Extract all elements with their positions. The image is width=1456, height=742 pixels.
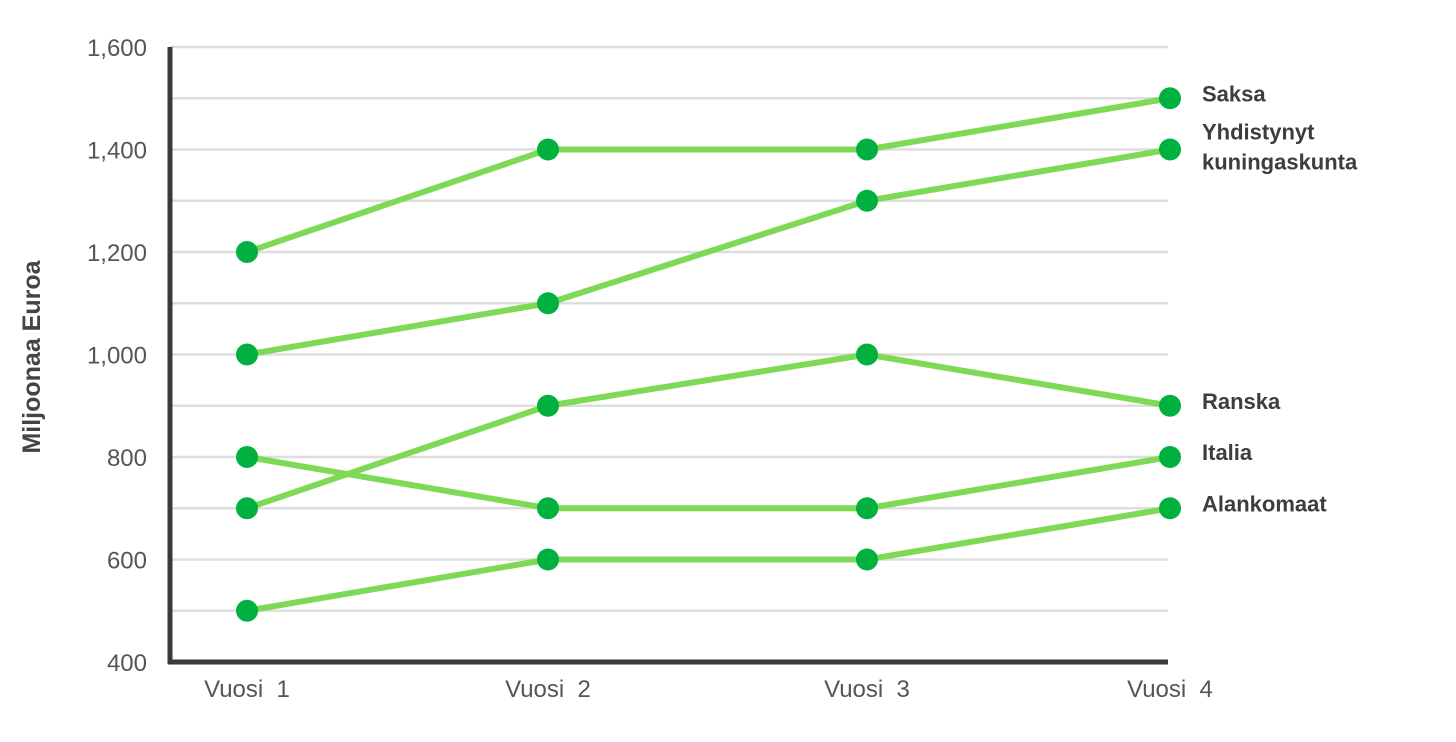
series-label-ranska: Ranska <box>1202 389 1281 414</box>
x-tick-label: Vuosi 2 <box>505 676 591 703</box>
data-point-saksa <box>1159 87 1181 110</box>
y-tick-label: 1,000 <box>87 343 147 370</box>
series-label-alankomaat: Alankomaat <box>1202 491 1327 516</box>
y-tick-label: 1,400 <box>87 138 147 165</box>
x-tick-label: Vuosi 4 <box>1127 676 1213 703</box>
series-italia <box>236 446 1181 520</box>
data-point-ranska <box>537 394 559 417</box>
series-line-yhdistynyt-kuningaskunta <box>244 146 1173 358</box>
series-labels: Saksa Yhdistynyt kuningaskunta Ranska Italia… <box>1202 81 1358 516</box>
series-label-italia: Italia <box>1202 440 1253 465</box>
data-point-alankomaat <box>856 548 878 571</box>
series <box>236 87 1181 622</box>
data-point-italia <box>236 446 258 468</box>
series-label-yhdistynyt-kuningaskunta: kuningaskunta <box>1202 150 1358 175</box>
x-tick-label: Vuosi 3 <box>824 676 910 703</box>
y-tick-label: 800 <box>107 445 147 472</box>
data-point-ranska <box>1159 394 1181 417</box>
series-saksa <box>236 87 1181 263</box>
series-alankomaat <box>236 497 1181 622</box>
series-label-saksa: Saksa <box>1202 81 1266 106</box>
series-label-yhdistynyt-kuningaskunta: Yhdistynyt <box>1202 120 1315 145</box>
y-tick-label: 1,200 <box>87 240 147 267</box>
grid-lines <box>170 45 1168 612</box>
data-point-yhdistynyt-kuningaskunta <box>236 343 258 366</box>
data-point-yhdistynyt-kuningaskunta <box>1159 138 1181 161</box>
data-point-alankomaat <box>236 599 258 622</box>
data-point-saksa <box>236 241 258 263</box>
y-axis-ticks: 400 600 800 1,000 1,200 1,400 1,600 <box>87 35 147 677</box>
series-line-italia <box>244 454 1173 512</box>
data-point-ranska <box>856 343 878 366</box>
data-point-saksa <box>537 138 559 161</box>
data-point-italia <box>537 497 559 520</box>
axes <box>167 47 1168 665</box>
data-point-ranska <box>236 497 258 520</box>
series-line-ranska <box>244 351 1173 512</box>
data-point-italia <box>856 497 878 520</box>
y-tick-label: 400 <box>107 650 147 677</box>
x-axis-ticks: Vuosi 1 Vuosi 2 Vuosi 3 Vuosi 4 <box>204 676 1213 703</box>
series-line-saksa <box>244 95 1173 255</box>
y-tick-label: 1,600 <box>87 35 147 62</box>
data-point-yhdistynyt-kuningaskunta <box>537 292 559 315</box>
data-point-yhdistynyt-kuningaskunta <box>856 189 878 212</box>
data-point-alankomaat <box>1159 497 1181 520</box>
x-tick-label: Vuosi 1 <box>204 676 290 703</box>
series-yhdistynyt-kuningaskunta <box>236 138 1181 366</box>
series-ranska <box>236 343 1181 520</box>
data-point-italia <box>1159 446 1181 468</box>
data-point-alankomaat <box>537 548 559 571</box>
y-axis-title: Miljoonaa Euroa <box>18 259 46 453</box>
series-line-alankomaat <box>244 505 1173 614</box>
data-point-saksa <box>856 138 878 161</box>
y-tick-label: 600 <box>107 548 147 575</box>
